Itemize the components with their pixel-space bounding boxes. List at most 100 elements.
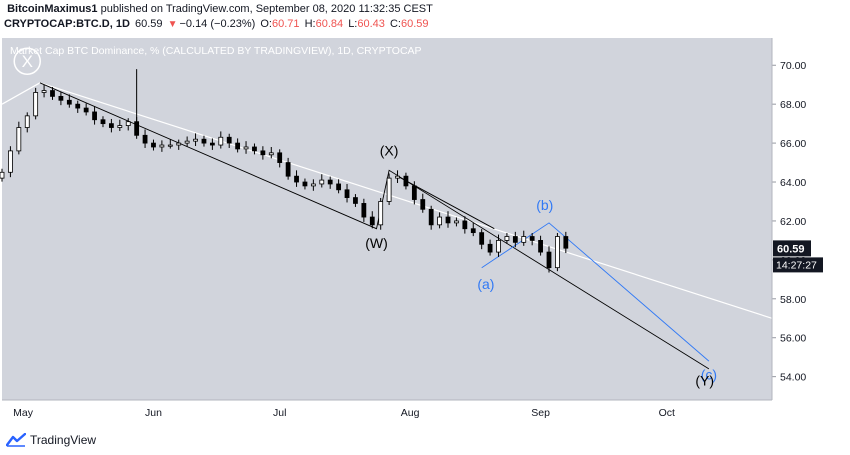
symbol-label: CRYPTOCAP:BTC.D, 1D	[4, 18, 130, 30]
candle-body	[201, 138, 207, 144]
chart-area[interactable]: Market Cap BTC Dominance, % (CALCULATED …	[0, 36, 850, 426]
time-axis-background[interactable]	[2, 400, 772, 424]
candle	[369, 211, 375, 229]
candle-body	[445, 216, 451, 224]
candle-body	[462, 220, 468, 230]
candle	[108, 118, 114, 133]
footer: TradingView	[6, 431, 96, 449]
author-name[interactable]: BitcoinMaximus1	[7, 3, 98, 15]
candle	[184, 136, 190, 147]
tradingview-logo-icon[interactable]	[6, 433, 26, 447]
time-axis[interactable]: May Jun Jul Aug Sep Oct	[2, 399, 772, 419]
wave-label-circle-icon	[13, 47, 41, 75]
candle-body	[563, 236, 569, 249]
open-value: 60.71	[272, 18, 300, 30]
candle-body	[395, 175, 400, 179]
wave-label: (X)	[380, 143, 399, 159]
current-price-value: 60.59	[777, 243, 805, 255]
candle-body	[50, 90, 55, 97]
candle-body	[83, 107, 89, 113]
candle	[58, 91, 64, 106]
candle	[454, 217, 459, 227]
chart-header: BitcoinMaximus1 published on TradingView…	[4, 2, 844, 36]
candle-body	[235, 142, 241, 150]
y-tick-label: 56.00	[780, 333, 806, 345]
candle-body	[108, 123, 114, 128]
candle	[512, 231, 518, 248]
candle-body	[555, 236, 560, 269]
candle-body	[344, 189, 350, 198]
close-value: 60.59	[400, 18, 429, 30]
y-tick-label: 62.00	[780, 216, 806, 228]
candle-body	[454, 220, 459, 224]
candle-body	[487, 243, 493, 253]
x-tick-label: Aug	[401, 407, 420, 419]
candle-body	[336, 183, 342, 191]
candle	[209, 138, 215, 150]
published-info: published on TradingView.com, September …	[100, 3, 433, 15]
price-chart[interactable]: Market Cap BTC Dominance, % (CALCULATED …	[0, 36, 850, 426]
candle	[529, 233, 535, 246]
candle-body	[58, 95, 64, 101]
y-tick-label: 54.00	[780, 372, 806, 384]
candle	[420, 193, 426, 213]
low-value: 60.43	[357, 18, 385, 30]
candle	[243, 141, 249, 154]
candle-body	[0, 171, 5, 179]
footer-brand[interactable]: TradingView	[30, 433, 97, 447]
candle	[319, 174, 325, 188]
candle-body	[24, 115, 30, 128]
candle	[395, 170, 400, 183]
x-tick-label: Jul	[273, 407, 286, 419]
candle	[563, 231, 569, 254]
candle-body	[268, 152, 274, 156]
candle	[496, 234, 501, 257]
candle-body	[386, 177, 392, 202]
candle	[277, 149, 283, 168]
candle	[50, 87, 55, 100]
candle-body	[41, 90, 47, 93]
countdown-value: 14:27:27	[776, 259, 817, 271]
candle-body	[310, 183, 316, 187]
candle	[445, 211, 451, 228]
candle	[151, 139, 156, 151]
y-tick-label: 68.00	[780, 99, 806, 111]
candle	[437, 212, 442, 229]
candle-body	[100, 119, 106, 125]
candle-body	[512, 236, 518, 243]
candle	[302, 178, 308, 190]
candle	[487, 239, 493, 256]
candle-body	[151, 142, 156, 148]
wave-label: (b)	[536, 197, 553, 213]
price-change: −0.14 (−0.23%)	[179, 18, 256, 30]
candle	[504, 233, 510, 244]
candle-body	[470, 228, 476, 234]
candle	[159, 140, 165, 152]
candle-body	[529, 236, 535, 241]
candle-body	[33, 92, 39, 117]
y-tick-label: 66.00	[780, 138, 806, 150]
wave-label: X	[22, 52, 33, 71]
candle	[33, 87, 39, 120]
wave-label: (W)	[365, 235, 388, 251]
low-label: L:	[348, 18, 358, 30]
price-axis-background[interactable]	[772, 38, 848, 400]
candle-body	[8, 150, 13, 173]
candle-body	[319, 179, 325, 185]
candle-body	[327, 179, 333, 185]
candle-body	[92, 111, 97, 121]
candle	[92, 106, 97, 125]
last-price: 60.59	[134, 18, 163, 30]
candle	[336, 179, 342, 194]
candle-body	[294, 175, 299, 183]
down-triangle-icon: ▼	[167, 19, 178, 30]
candle-body	[479, 232, 485, 245]
candle-body	[66, 99, 72, 105]
candle-body	[411, 185, 417, 200]
candle-body	[125, 121, 131, 126]
current-price-label: 60.59 14:27:27	[773, 240, 823, 273]
candle-body	[378, 201, 384, 226]
candle	[125, 118, 131, 131]
candle	[411, 181, 417, 205]
candle-body	[302, 181, 308, 187]
